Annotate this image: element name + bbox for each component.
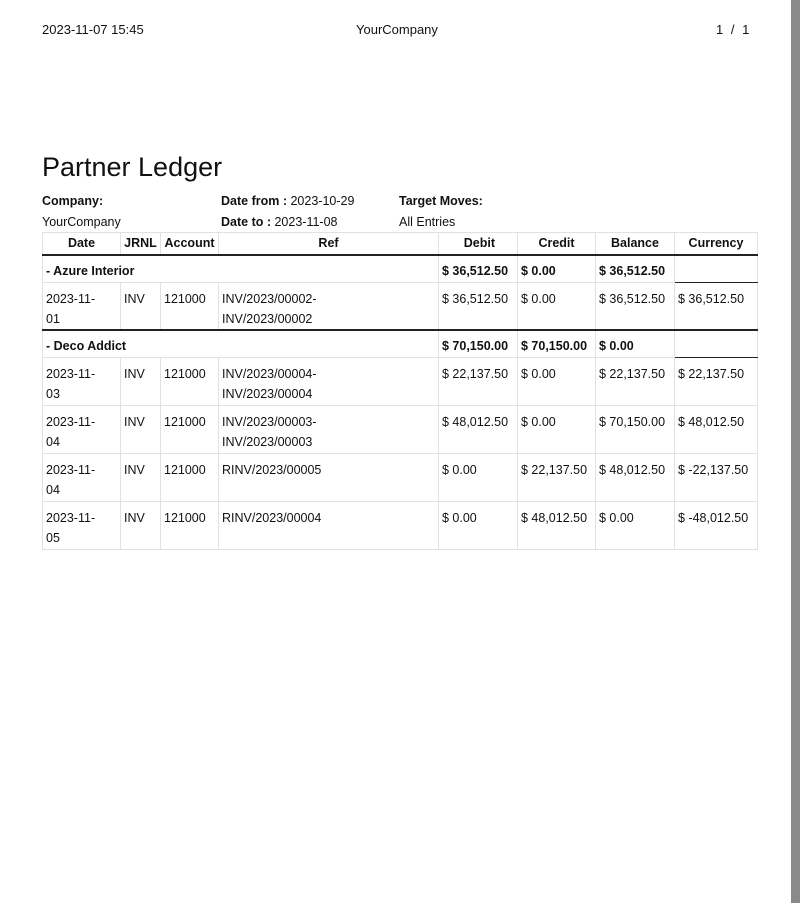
date-to: Date to : 2023-11-08 [221,215,338,229]
partner-group-row: - Azure Interior $ 36,512.50 $ 0.00 $ 36,51… [42,254,758,283]
table-body: - Azure Interior $ 36,512.50 $ 0.00 $ 36,51… [42,254,758,550]
partner-credit: $ 0.00 [517,254,596,283]
partner-currency [674,254,758,283]
cell-debit: $ 0.00 [438,500,518,550]
partner-name: - Deco Addict [42,329,439,358]
target-moves-label: Target Moves: [399,194,483,208]
cell-credit: $ 0.00 [517,356,596,406]
partner-name: - Azure Interior [42,254,439,283]
column-header-date: Date [42,232,121,256]
cell-ref: RINV/2023/00005 [218,452,439,502]
company-label: Company: [42,194,104,208]
cell-credit: $ 48,012.50 [517,500,596,550]
ref-text: INV/2023/00004-INV/2023/00004 [222,366,317,401]
column-header-ref: Ref [218,232,439,256]
cell-ref: RINV/2023/00004 [218,500,439,550]
partner-group-row: - Deco Addict $ 70,150.00 $ 70,150.00 $ 0.0… [42,329,758,358]
table-row: 2023-11- 04 INV 121000 RINV/2023/00005 $ 0.00… [42,452,758,502]
cell-currency: $ -48,012.50 [674,500,758,550]
cell-date: 2023-11- 03 [42,356,121,406]
cell-currency: $ -22,137.50 [674,452,758,502]
cell-currency: $ 48,012.50 [674,404,758,454]
table-row: 2023-11- 03 INV 121000 INV/2023/00004-INV/20… [42,356,758,406]
ledger-table: Date JRNL Account Ref Debit Credit Balance Curr… [42,232,758,550]
date-from-label: Date from : [221,194,287,208]
cell-debit: $ 22,137.50 [438,356,518,406]
cell-credit: $ 0.00 [517,281,596,331]
column-header-account: Account [160,232,219,256]
partner-balance: $ 36,512.50 [595,254,675,283]
cell-balance: $ 48,012.50 [595,452,675,502]
column-header-jrnl: JRNL [120,232,161,256]
table-row: 2023-11- 01 INV 121000 INV/2023/00002-INV/20… [42,281,758,331]
table-header: Date JRNL Account Ref Debit Credit Balance Curr… [42,232,758,256]
partner-currency [674,329,758,358]
partner-debit: $ 36,512.50 [438,254,518,283]
column-header-credit: Credit [517,232,596,256]
cell-ref: INV/2023/00003-INV/2023/00003 [218,404,439,454]
cell-credit: $ 0.00 [517,404,596,454]
column-header-currency: Currency [674,232,758,256]
cell-account: 121000 [160,404,219,454]
target-moves-value: All Entries [399,215,456,229]
cell-jrnl: INV [120,404,161,454]
cell-ref: INV/2023/00004-INV/2023/00004 [218,356,439,406]
cell-currency: $ 36,512.50 [674,281,758,331]
cell-jrnl: INV [120,500,161,550]
ref-text: RINV/2023/00004 [222,510,322,525]
print-datetime: 2023-11-07 15:45 [42,22,144,37]
cell-account: 121000 [160,281,219,331]
partner-credit: $ 70,150.00 [517,329,596,358]
column-header-balance: Balance [595,232,675,256]
cell-date: 2023-11- 04 [42,404,121,454]
table-row: 2023-11- 05 INV 121000 RINV/2023/00004 $ 0.00… [42,500,758,550]
cell-jrnl: INV [120,452,161,502]
cell-debit: $ 0.00 [438,452,518,502]
cell-jrnl: INV [120,281,161,331]
cell-account: 121000 [160,452,219,502]
cell-balance: $ 0.00 [595,500,675,550]
cell-balance: $ 22,137.50 [595,356,675,406]
cell-balance: $ 36,512.50 [595,281,675,331]
column-header-debit: Debit [438,232,518,256]
partner-debit: $ 70,150.00 [438,329,518,358]
date-to-label: Date to : [221,215,271,229]
date-from-value: 2023-10-29 [290,194,355,208]
cell-currency: $ 22,137.50 [674,356,758,406]
cell-credit: $ 22,137.50 [517,452,596,502]
ref-text: INV/2023/00003-INV/2023/00003 [222,414,317,449]
cell-debit: $ 36,512.50 [438,281,518,331]
table-row: 2023-11- 04 INV 121000 INV/2023/00003-INV/20… [42,404,758,454]
cell-jrnl: INV [120,356,161,406]
cell-balance: $ 70,150.00 [595,404,675,454]
cell-date: 2023-11- 01 [42,281,121,331]
cell-ref: INV/2023/00002-INV/2023/00002 [218,281,439,331]
cell-debit: $ 48,012.50 [438,404,518,454]
cell-date: 2023-11- 05 [42,500,121,550]
date-to-value: 2023-11-08 [274,215,338,229]
page-title: Partner Ledger [42,152,223,182]
company-value: YourCompany [42,215,121,229]
ref-text: INV/2023/00002-INV/2023/00002 [222,291,317,326]
date-from: Date from : 2023-10-29 [221,194,354,208]
partner-balance: $ 0.00 [595,329,675,358]
cell-date: 2023-11- 04 [42,452,121,502]
cell-account: 121000 [160,356,219,406]
header-company: YourCompany [356,22,438,37]
page-number: 1 / 1 [716,22,750,37]
ref-text: RINV/2023/00005 [222,462,322,477]
cell-account: 121000 [160,500,219,550]
